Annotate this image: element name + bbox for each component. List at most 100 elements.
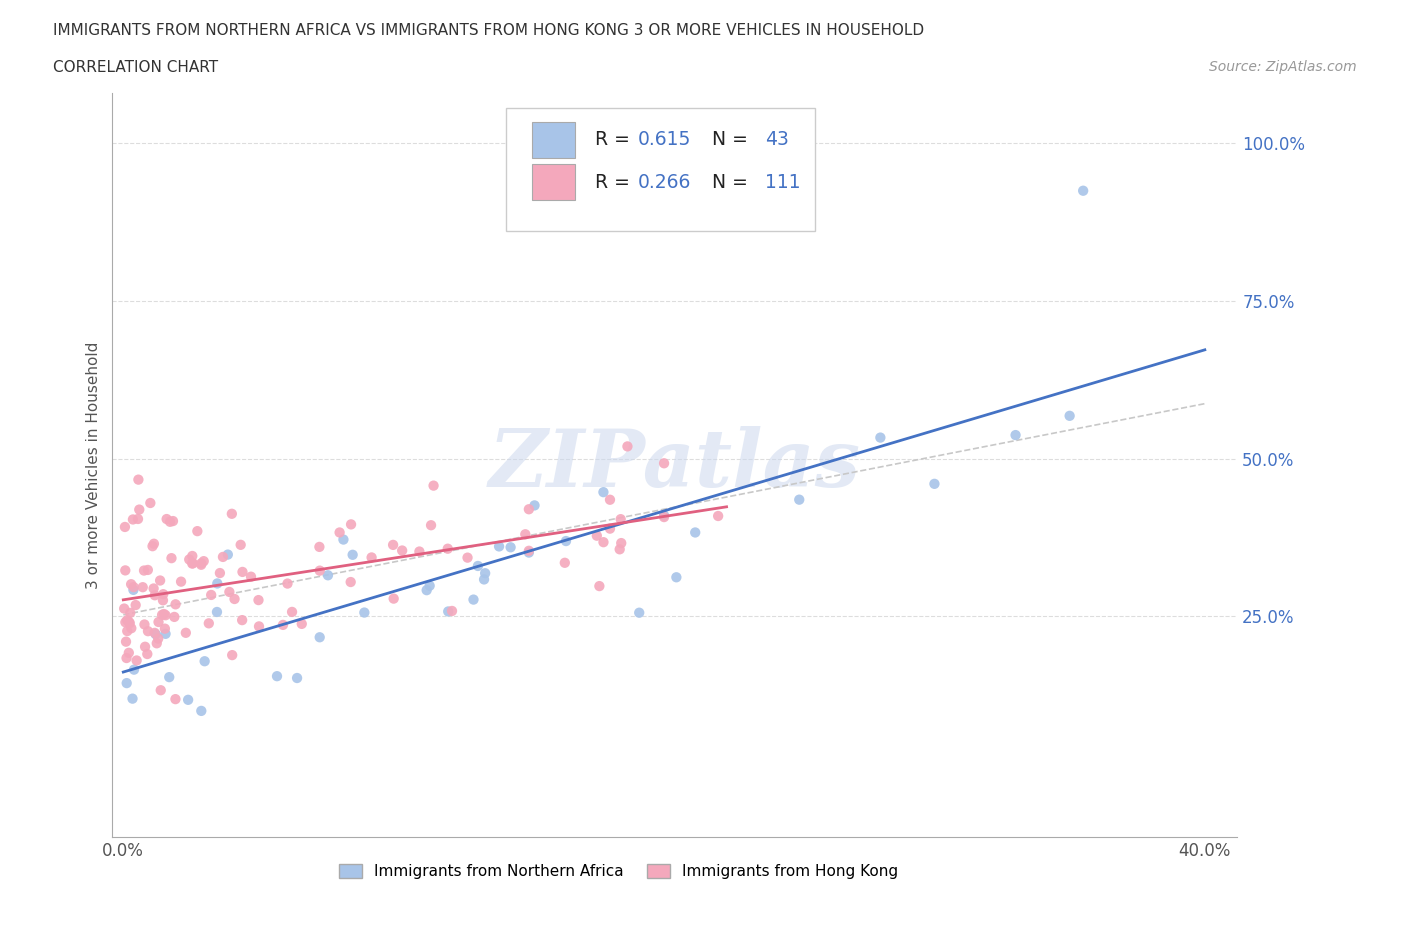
Point: [115, 634, 138, 649]
Point: [554, 555, 576, 570]
Point: [193, 553, 215, 568]
Point: [308, 539, 330, 554]
Point: [120, 621, 142, 636]
Point: [420, 518, 443, 533]
Point: [869, 431, 891, 445]
Text: ZIPatlas: ZIPatlas: [489, 426, 860, 504]
Point: [190, 556, 212, 571]
Point: [139, 496, 162, 511]
Point: [190, 703, 212, 718]
Point: [616, 439, 638, 454]
Point: [127, 472, 149, 487]
Point: [332, 532, 354, 547]
Point: [339, 575, 361, 590]
Point: [177, 692, 200, 707]
Point: [276, 576, 298, 591]
Point: [683, 525, 706, 540]
Point: [118, 615, 141, 630]
Point: [467, 559, 489, 574]
Point: [159, 514, 181, 529]
Point: [160, 551, 183, 565]
Point: [118, 645, 141, 660]
Point: [150, 607, 173, 622]
Point: [599, 521, 621, 536]
Point: [156, 512, 179, 526]
Text: R =: R =: [595, 130, 636, 150]
Point: [149, 683, 172, 698]
Point: [382, 538, 405, 552]
Point: [181, 549, 204, 564]
Point: [200, 588, 222, 603]
Point: [136, 646, 159, 661]
Point: [136, 624, 159, 639]
Point: [174, 625, 197, 640]
Point: [153, 621, 176, 636]
Point: [610, 536, 633, 551]
Legend: Immigrants from Northern Africa, Immigrants from Hong Kong: Immigrants from Northern Africa, Immigra…: [333, 857, 904, 885]
Point: [408, 544, 430, 559]
Text: 0.615: 0.615: [638, 130, 692, 150]
Point: [149, 573, 172, 588]
Point: [134, 617, 156, 631]
FancyBboxPatch shape: [531, 165, 575, 200]
Point: [122, 662, 145, 677]
Text: N =: N =: [700, 173, 754, 192]
Point: [163, 609, 186, 624]
Point: [134, 639, 156, 654]
Point: [436, 541, 458, 556]
Point: [924, 476, 946, 491]
Point: [1004, 428, 1026, 443]
Point: [340, 517, 363, 532]
FancyBboxPatch shape: [506, 108, 815, 231]
Point: [114, 563, 136, 578]
Point: [609, 542, 631, 557]
Point: [208, 565, 231, 580]
Point: [472, 572, 495, 587]
Point: [155, 627, 177, 642]
Point: [121, 691, 143, 706]
Point: [457, 551, 479, 565]
Point: [148, 615, 170, 630]
Point: [125, 653, 148, 668]
Point: [115, 676, 138, 691]
Point: [132, 579, 155, 594]
Point: [652, 510, 675, 525]
Point: [599, 492, 621, 507]
Point: [628, 605, 651, 620]
Point: [247, 592, 270, 607]
Point: [499, 539, 522, 554]
Text: CORRELATION CHART: CORRELATION CHART: [53, 60, 218, 75]
Point: [285, 671, 308, 685]
Point: [142, 581, 165, 596]
Point: [281, 604, 304, 619]
Point: [162, 513, 184, 528]
Point: [145, 636, 167, 651]
Point: [142, 537, 165, 551]
Point: [217, 547, 239, 562]
Point: [186, 524, 208, 538]
Point: [488, 539, 510, 554]
Point: [153, 606, 176, 621]
Point: [555, 534, 578, 549]
Point: [415, 583, 437, 598]
Text: IMMIGRANTS FROM NORTHERN AFRICA VS IMMIGRANTS FROM HONG KONG 3 OR MORE VEHICLES : IMMIGRANTS FROM NORTHERN AFRICA VS IMMIG…: [53, 23, 925, 38]
Point: [517, 545, 540, 560]
Point: [517, 502, 540, 517]
Point: [152, 592, 174, 607]
Point: [145, 627, 167, 642]
Point: [308, 564, 330, 578]
Point: [136, 563, 159, 578]
Point: [155, 608, 177, 623]
Point: [218, 584, 240, 599]
Point: [221, 506, 243, 521]
Point: [391, 543, 413, 558]
Point: [165, 597, 187, 612]
Point: [588, 578, 610, 593]
Point: [120, 577, 142, 591]
Point: [652, 456, 675, 471]
Point: [419, 578, 441, 593]
Point: [231, 613, 253, 628]
Text: 111: 111: [765, 173, 800, 192]
Point: [707, 509, 730, 524]
Point: [231, 565, 253, 579]
